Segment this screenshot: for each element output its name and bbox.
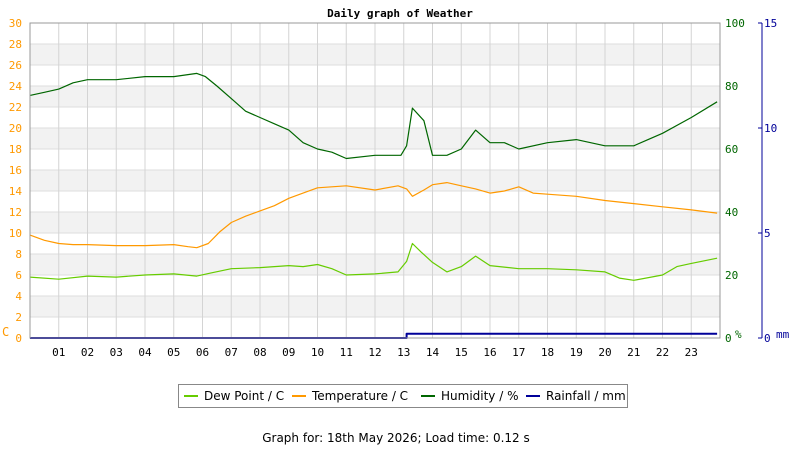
tick-label-x: 23 <box>685 346 698 359</box>
tick-label-left: 24 <box>9 80 23 93</box>
unit-label-rain: mm <box>776 328 790 341</box>
series-line-0 <box>29 242 718 281</box>
legend-item-dew-point: Dew Point / C <box>184 389 284 403</box>
series-line-1 <box>29 182 718 249</box>
tick-label-x: 13 <box>397 346 410 359</box>
tick-label-left: 0 <box>15 332 22 345</box>
tick-label-left: 2 <box>15 311 22 324</box>
unit-label-left: C <box>2 325 9 339</box>
legend-label-temperature: Temperature / C <box>312 389 409 403</box>
tick-label-humidity: 40 <box>725 206 738 219</box>
tick-label-x: 14 <box>426 346 440 359</box>
tick-label-humidity: 60 <box>725 143 738 156</box>
tick-label-x: 17 <box>512 346 525 359</box>
legend-swatch-humidity <box>421 394 435 397</box>
tick-label-x: 16 <box>483 346 496 359</box>
legend-item-humidity: Humidity / % <box>421 389 518 403</box>
tick-label-x: 15 <box>455 346 468 359</box>
unit-label-humidity: % <box>735 328 742 341</box>
legend-label-dew-point: Dew Point / C <box>204 389 285 403</box>
graph-footer: Graph for: 18th May 2026; Load time: 0.1… <box>262 431 530 445</box>
tick-label-rain: 5 <box>764 227 771 240</box>
tick-label-left: 14 <box>9 185 23 198</box>
tick-label-x: 01 <box>52 346 65 359</box>
series-line-2 <box>29 72 718 160</box>
tick-label-humidity: 100 <box>725 17 745 30</box>
tick-label-left: 20 <box>9 122 22 135</box>
tick-label-x: 05 <box>167 346 180 359</box>
tick-label-x: 02 <box>81 346 94 359</box>
tick-label-left: 22 <box>9 101 22 114</box>
legend-swatch-temperature <box>292 394 306 397</box>
tick-label-left: 30 <box>9 17 22 30</box>
legend-label-rainfall: Rainfall / mm <box>546 389 626 403</box>
chart-title: Daily graph of Weather <box>327 7 473 20</box>
tick-label-humidity: 0 <box>725 332 732 345</box>
tick-label-x: 10 <box>311 346 324 359</box>
tick-label-humidity: 80 <box>725 80 738 93</box>
tick-label-left: 26 <box>9 59 22 72</box>
tick-label-left: 16 <box>9 164 22 177</box>
legend-swatch-rainfall <box>526 394 540 397</box>
tick-label-left: 10 <box>9 227 22 240</box>
tick-label-x: 19 <box>570 346 583 359</box>
legend-item-temperature: Temperature / C <box>292 389 408 403</box>
tick-label-x: 06 <box>196 346 209 359</box>
legend-label-humidity: Humidity / % <box>441 389 519 403</box>
tick-label-x: 03 <box>110 346 123 359</box>
chart-legend: Dew Point / C Temperature / C Humidity /… <box>178 384 628 408</box>
axes <box>29 22 763 339</box>
tick-label-left: 8 <box>15 248 22 261</box>
tick-label-x: 22 <box>656 346 669 359</box>
tick-label-x: 11 <box>340 346 353 359</box>
plot-border <box>29 22 721 339</box>
tick-label-x: 21 <box>627 346 640 359</box>
tick-label-x: 08 <box>253 346 266 359</box>
tick-label-x: 09 <box>282 346 295 359</box>
legend-swatch-dew-point <box>184 394 198 397</box>
tick-label-x: 18 <box>541 346 554 359</box>
legend-item-rainfall: Rainfall / mm <box>526 389 626 403</box>
tick-label-rain: 15 <box>764 17 777 30</box>
tick-label-left: 12 <box>9 206 22 219</box>
tick-label-x: 07 <box>225 346 238 359</box>
tick-label-left: 18 <box>9 143 22 156</box>
tick-label-x: 12 <box>368 346 381 359</box>
tick-label-left: 4 <box>15 290 22 303</box>
tick-label-x: 04 <box>138 346 152 359</box>
tick-label-rain: 0 <box>764 332 771 345</box>
tick-label-humidity: 20 <box>725 269 738 282</box>
tick-label-left: 6 <box>15 269 22 282</box>
tick-label-x: 20 <box>598 346 611 359</box>
tick-label-rain: 10 <box>764 122 777 135</box>
tick-label-left: 28 <box>9 38 22 51</box>
